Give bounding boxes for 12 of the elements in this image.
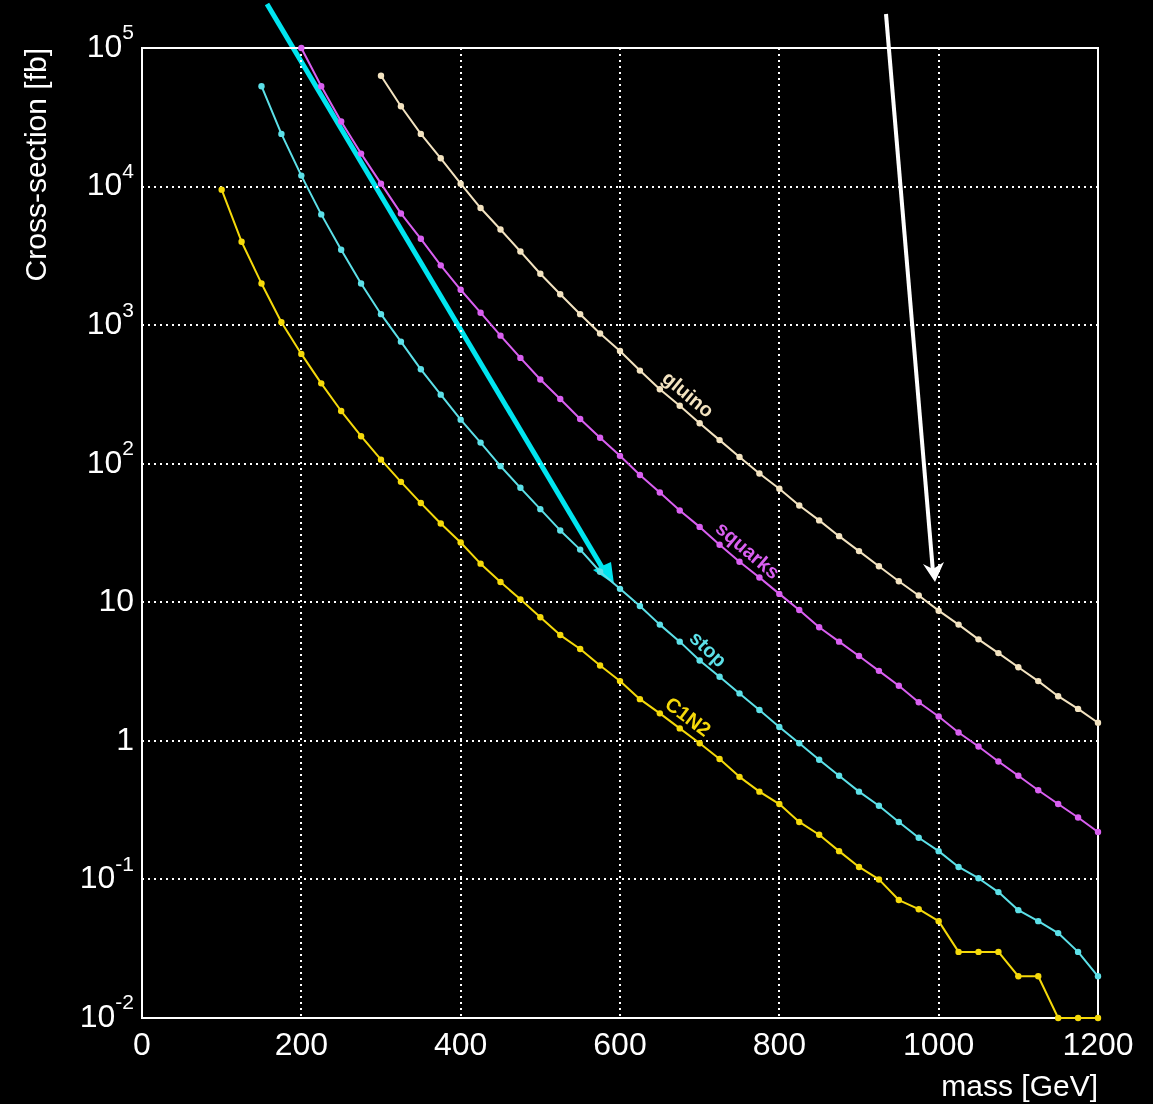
y-axis-title: Cross-section [fb] — [19, 48, 52, 282]
x-axis-title: mass [GeV] — [941, 1069, 1098, 1102]
x-tick-label: 200 — [274, 1025, 329, 1062]
y-tick-label: 10 — [98, 582, 134, 619]
x-tick-label: 1200 — [1062, 1025, 1134, 1062]
x-tick-label: 400 — [433, 1025, 488, 1062]
x-tick-label: 600 — [593, 1025, 647, 1062]
text: stop — [685, 626, 732, 672]
x-tick-label: 1000 — [903, 1025, 975, 1062]
x-tick-label: 0 — [133, 1025, 151, 1062]
y-tick-label: 1 — [116, 720, 134, 757]
x-tick-label: 800 — [752, 1025, 807, 1062]
